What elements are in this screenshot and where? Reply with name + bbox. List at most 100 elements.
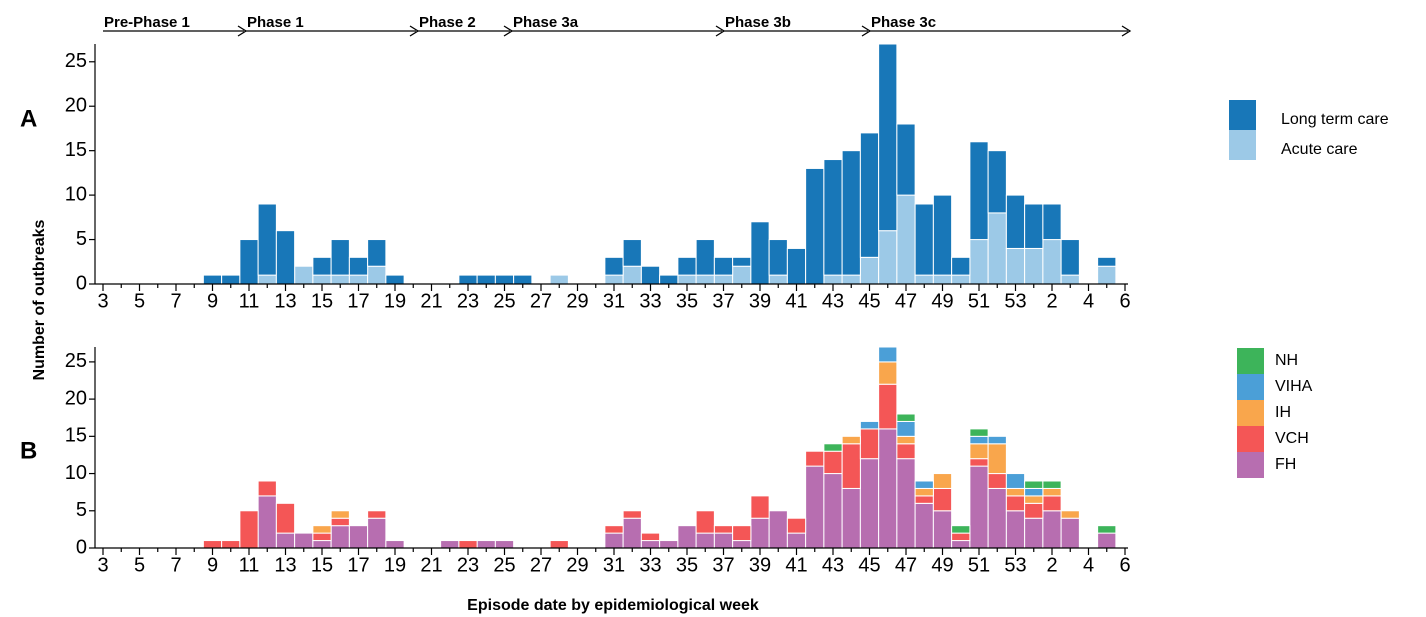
x-tick-label: 47 xyxy=(895,554,917,576)
x-tick-label: 39 xyxy=(749,554,771,576)
x-tick-label: 45 xyxy=(858,290,880,312)
bar-segment xyxy=(1042,495,1062,512)
x-tick-label: 2 xyxy=(1046,554,1057,576)
bar-segment xyxy=(348,525,369,549)
bar-segment xyxy=(859,458,880,549)
x-tick-label: 33 xyxy=(639,554,661,576)
bar-segment xyxy=(878,43,898,232)
bar-segment xyxy=(494,274,515,285)
bar-segment xyxy=(348,274,369,285)
bar-segment xyxy=(239,510,259,549)
bar-segment xyxy=(1097,525,1117,534)
x-tick-label: 13 xyxy=(274,554,296,576)
x-tick-label: 5 xyxy=(134,290,145,312)
bar-segment xyxy=(951,274,971,285)
x-tick-label: 27 xyxy=(530,290,552,312)
phase-arrowhead xyxy=(1121,25,1132,37)
bar-segment xyxy=(969,239,989,285)
bar-segment xyxy=(275,230,296,285)
bar-segment xyxy=(640,265,661,285)
legend-swatch xyxy=(1237,452,1264,478)
bar-segment xyxy=(257,274,277,285)
x-tick-label: 4 xyxy=(1083,290,1094,312)
bar-segment xyxy=(932,274,953,285)
bar-segment xyxy=(257,480,277,497)
bar-segment xyxy=(914,487,934,497)
bar-segment xyxy=(1042,480,1062,489)
bar-segment xyxy=(677,525,697,549)
bar-segment xyxy=(914,495,934,504)
bar-segment xyxy=(805,465,825,549)
y-tick-label: 0 xyxy=(76,272,87,294)
x-tick-label: 41 xyxy=(785,554,807,576)
bar-segment xyxy=(732,265,752,285)
bar-segment xyxy=(823,274,843,285)
x-tick-label: 53 xyxy=(1004,290,1026,312)
panel-label: A xyxy=(20,105,37,132)
bar-segment xyxy=(859,428,880,460)
y-tick-label: 20 xyxy=(65,387,87,409)
bar-segment xyxy=(914,502,934,549)
bar-segment xyxy=(604,274,624,285)
legend-label: Acute care xyxy=(1281,141,1358,158)
x-tick-label: 13 xyxy=(274,290,296,312)
bar-segment xyxy=(476,540,496,549)
x-tick-label: 7 xyxy=(170,290,181,312)
bar-segment xyxy=(659,540,679,549)
bar-segment xyxy=(312,525,332,534)
bar-segment xyxy=(932,473,953,489)
bar-segment xyxy=(367,510,387,519)
bar-segment xyxy=(750,495,770,519)
phase-label: Phase 3c xyxy=(871,14,936,31)
bar-segment xyxy=(549,274,569,285)
bar-segment xyxy=(330,510,350,519)
bar-segment xyxy=(1060,510,1080,519)
phase-label: Phase 1 xyxy=(247,14,304,31)
bar-segment xyxy=(859,132,880,258)
x-tick-label: 7 xyxy=(170,554,181,576)
bar-segment xyxy=(330,274,350,285)
bar-segment xyxy=(1005,473,1026,489)
x-tick-label: 47 xyxy=(895,290,917,312)
bar-segment xyxy=(896,123,916,196)
legend-label: IH xyxy=(1275,404,1291,421)
bar-segment xyxy=(440,540,460,549)
x-tick-label: 49 xyxy=(931,290,953,312)
x-axis-label: Episode date by epidemiological week xyxy=(467,597,759,614)
bar-segment xyxy=(987,473,1007,489)
bar-segment xyxy=(750,221,770,285)
bar-segment xyxy=(732,525,752,542)
bar-segment xyxy=(622,510,642,519)
x-tick-label: 15 xyxy=(311,290,333,312)
bar-segment xyxy=(1097,265,1117,285)
bar-segment xyxy=(841,435,861,445)
bar-segment xyxy=(330,239,350,276)
bar-segment xyxy=(312,540,332,549)
x-tick-label: 37 xyxy=(712,290,734,312)
bar-segment xyxy=(1024,480,1044,489)
bar-segment xyxy=(896,413,916,422)
bar-segment xyxy=(805,167,825,285)
bar-segment xyxy=(239,239,259,285)
bar-segment xyxy=(896,443,916,460)
x-tick-label: 17 xyxy=(347,554,369,576)
bar-segment xyxy=(221,540,241,549)
bar-segment xyxy=(275,532,296,549)
phase-label: Phase 2 xyxy=(419,14,476,31)
x-tick-label: 23 xyxy=(457,290,479,312)
y-axis-label: Number of outbreaks xyxy=(31,219,48,380)
bar-segment xyxy=(987,487,1007,549)
bar-segment xyxy=(294,532,314,549)
legend-label: VCH xyxy=(1275,430,1309,447)
bar-segment xyxy=(695,274,715,285)
bar-segment xyxy=(878,428,898,549)
bar-segment xyxy=(1042,487,1062,497)
legend-swatch xyxy=(1229,100,1256,130)
bar-segment xyxy=(330,517,350,527)
x-tick-label: 53 xyxy=(1004,554,1026,576)
bar-segment xyxy=(987,212,1007,285)
bar-segment xyxy=(312,532,332,542)
bar-segment xyxy=(878,346,898,363)
bar-segment xyxy=(1024,247,1044,285)
bar-segment xyxy=(896,194,916,285)
